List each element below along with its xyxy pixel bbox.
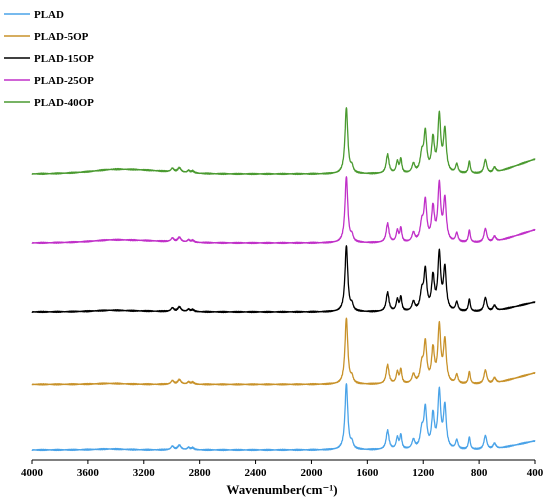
- legend-label-1: PLAD-5OP: [34, 31, 89, 43]
- series-line-3: [31, 176, 536, 245]
- series-layer: [31, 107, 536, 452]
- x-axis-title: Wavenumber(cm⁻¹): [226, 482, 337, 497]
- x-tick-label: 3600: [77, 467, 100, 479]
- x-axis: 4000 3600 3200 2800 2400 2000 1600 1200 800 400: [21, 460, 544, 479]
- legend-label-0: PLAD: [34, 9, 64, 21]
- series-line-2: [31, 245, 536, 314]
- legend-label-2: PLAD-15OP: [34, 53, 94, 65]
- series-line-4: [31, 107, 536, 176]
- legend-label-4: PLAD-40OP: [34, 97, 94, 109]
- legend: PLAD PLAD-5OP PLAD-15OP PLAD-25OP PLAD-40OP: [4, 9, 94, 109]
- x-tick-label: 2000: [300, 467, 323, 479]
- x-tick-label: 2800: [189, 467, 212, 479]
- series-line-1: [31, 317, 536, 386]
- x-tick-label: 4000: [21, 467, 44, 479]
- legend-label-3: PLAD-25OP: [34, 75, 94, 87]
- x-tick-label: 1600: [356, 467, 379, 479]
- x-tick-label: 400: [527, 467, 544, 479]
- x-tick-label: 3200: [133, 467, 156, 479]
- x-tick-label: 2400: [245, 467, 268, 479]
- x-tick-label: 1200: [412, 467, 435, 479]
- x-tick-label: 800: [471, 467, 488, 479]
- series-line-0: [31, 383, 536, 452]
